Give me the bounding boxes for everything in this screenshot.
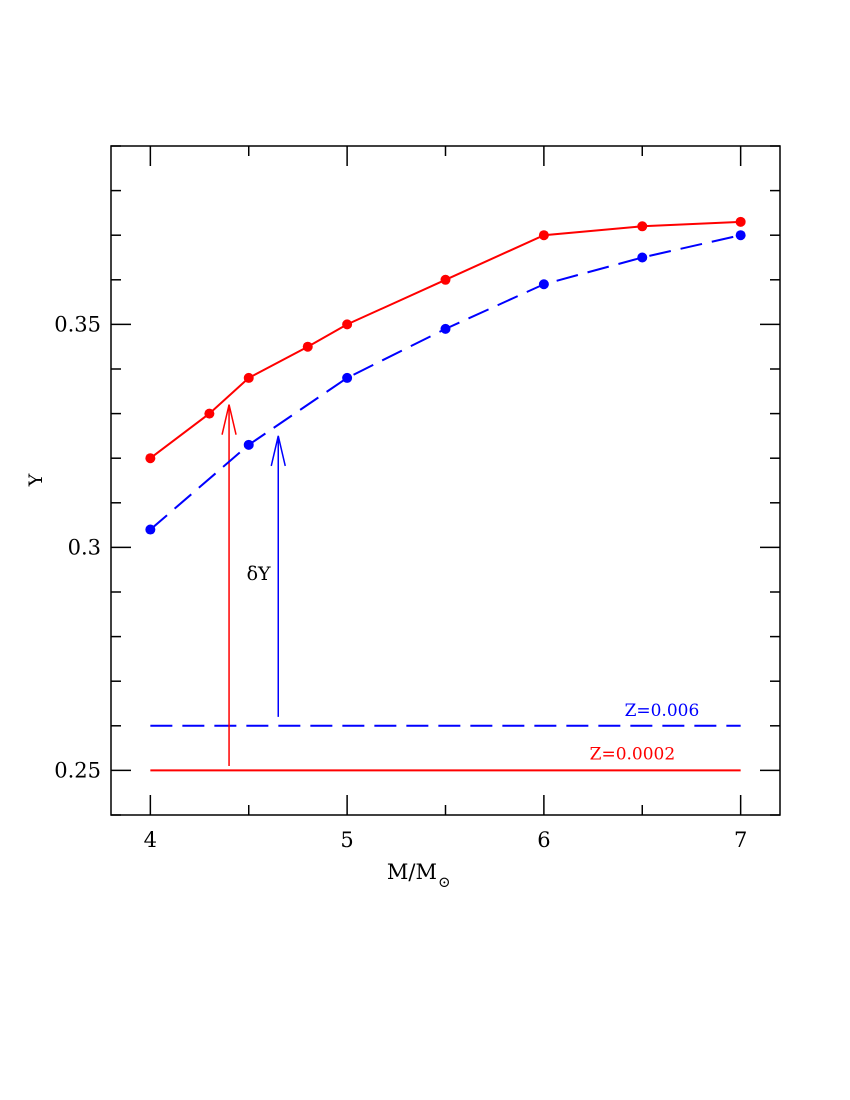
- reference-line-label-2: Z=0.006: [625, 701, 700, 721]
- x-tick-label: 7: [734, 828, 747, 852]
- reference-line-label-1: Z=0.0002: [590, 744, 676, 764]
- series-2-point: [145, 524, 156, 535]
- series-2-point: [637, 252, 648, 263]
- y-axis-label: Y: [25, 473, 47, 487]
- axes-frame: [110, 145, 781, 816]
- series-1-point: [538, 230, 549, 241]
- series-2-point: [538, 279, 549, 290]
- series-1-point: [735, 216, 746, 227]
- series-1-point: [204, 408, 215, 419]
- x-tick-label: 6: [537, 828, 550, 852]
- x-axis-label: M/M: [387, 860, 437, 884]
- series-2-point: [243, 439, 254, 450]
- y-tick-label: 0.35: [54, 312, 101, 336]
- x-axis-label-sun-subscript: ⊙: [438, 873, 451, 891]
- series-1-point: [302, 341, 313, 352]
- delta-y-annotation: δY: [247, 563, 271, 585]
- y-tick-label: 0.25: [54, 758, 101, 782]
- series-2-point: [440, 323, 451, 334]
- arrow-head-2: [270, 435, 286, 467]
- plot-data-layer: [145, 216, 746, 772]
- x-tick-label: 5: [340, 828, 353, 852]
- series-line-1: [149, 220, 741, 459]
- series-1-point: [243, 372, 254, 383]
- x-tick-label: 4: [144, 828, 157, 852]
- arrow-head-1: [221, 404, 237, 435]
- series-1-point: [440, 274, 451, 285]
- series-1-point: [145, 453, 156, 464]
- series-1-point: [637, 221, 648, 232]
- series-2-point: [735, 230, 746, 241]
- series-2-point: [342, 372, 353, 383]
- y-tick-label: 0.3: [68, 535, 101, 559]
- plot-labels-layer: Y M/M ⊙ 4 5 6 7 0.25 0.3 0.35 Z=0.0002 Z=0.006 δY: [25, 312, 747, 891]
- series-1-point: [342, 319, 353, 330]
